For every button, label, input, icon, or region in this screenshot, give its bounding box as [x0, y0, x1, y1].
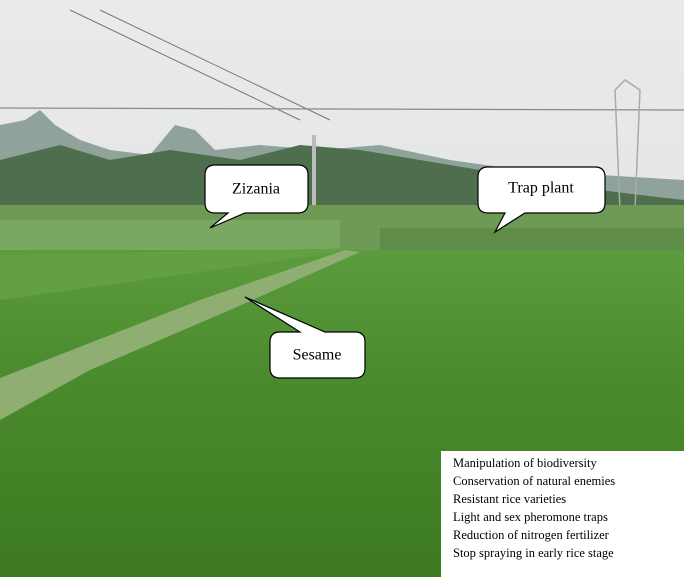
callout-label: Sesame	[293, 347, 342, 364]
callout-trap-plant: Trap plant	[477, 166, 606, 234]
callout-label: Zizania	[232, 181, 280, 198]
callout-zizania: Zizania	[204, 164, 309, 229]
practice-item: Reduction of nitrogen fertilizer	[453, 528, 610, 542]
practice-list: Manipulation of biodiversity Conservatio…	[441, 451, 684, 577]
callout-label: Trap plant	[508, 180, 574, 197]
practice-item: Stop spraying in early rice stage	[453, 546, 614, 560]
practice-item: Manipulation of biodiversity	[453, 456, 597, 470]
practice-item: Conservation of natural enemies	[453, 474, 615, 488]
practice-item: Light and sex pheromone traps	[453, 510, 608, 524]
callout-sesame: Sesame	[244, 296, 366, 379]
practice-item: Resistant rice varieties	[453, 492, 566, 506]
